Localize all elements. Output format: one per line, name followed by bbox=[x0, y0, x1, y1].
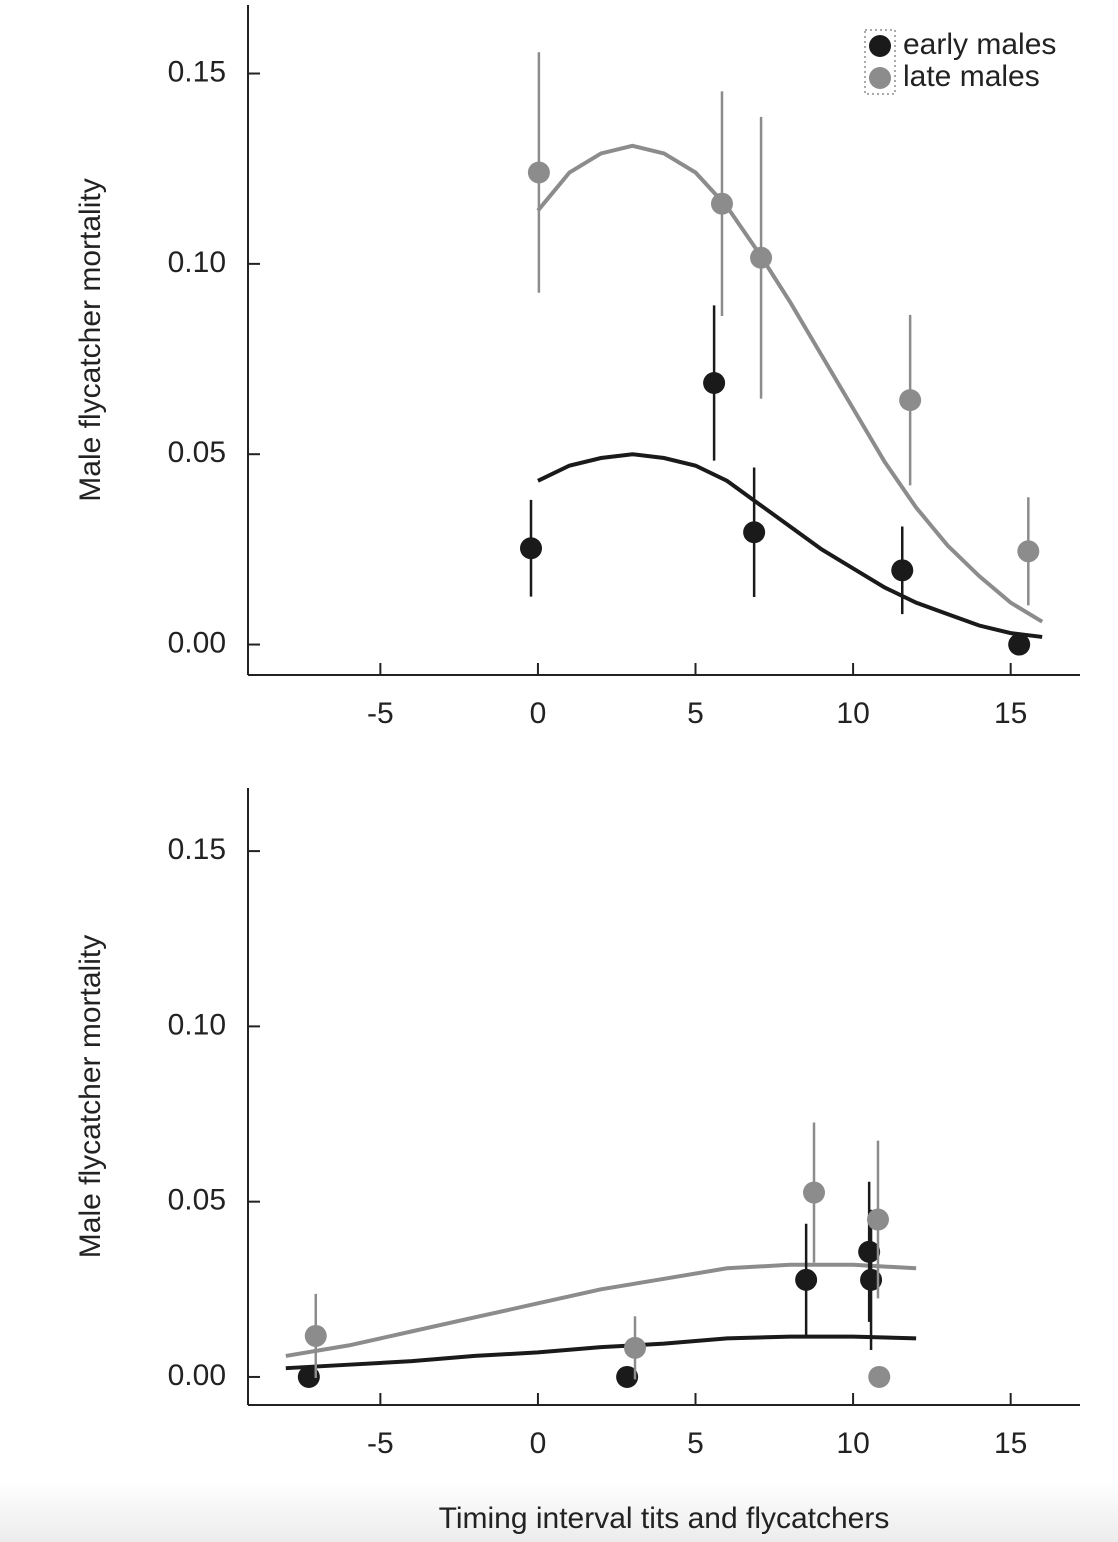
x-tick-label: 10 bbox=[836, 1427, 869, 1460]
data-point bbox=[527, 161, 550, 184]
data-point bbox=[750, 246, 773, 269]
y-tick-label: 0.00 bbox=[168, 626, 226, 659]
legend-marker bbox=[869, 67, 891, 89]
x-tick-label: 5 bbox=[687, 697, 704, 730]
data-point bbox=[891, 559, 914, 582]
x-tick-label: 5 bbox=[687, 1427, 704, 1460]
data-point bbox=[304, 1324, 327, 1347]
data-point bbox=[616, 1365, 639, 1388]
fit-line bbox=[285, 1262, 917, 1358]
x-tick-label: 10 bbox=[836, 697, 869, 730]
bottom-fade bbox=[0, 1480, 1118, 1542]
data-point bbox=[899, 389, 922, 412]
data-point bbox=[795, 1268, 818, 1291]
data-point bbox=[1017, 540, 1040, 563]
y-tick-label: 0.10 bbox=[168, 246, 226, 279]
data-point bbox=[710, 192, 733, 215]
fit-line bbox=[285, 1334, 917, 1371]
x-tick-label: 0 bbox=[530, 697, 547, 730]
x-tick-label: -5 bbox=[367, 697, 394, 730]
y-tick-label: 0.15 bbox=[168, 833, 226, 866]
legend-label: late males bbox=[903, 60, 1040, 93]
legend-marker bbox=[869, 35, 891, 57]
x-axis-label: Timing interval tits and flycatchers bbox=[439, 1502, 890, 1535]
x-tick-label: -5 bbox=[367, 1427, 394, 1460]
data-point bbox=[868, 1365, 891, 1388]
y-tick-label: 0.05 bbox=[168, 436, 226, 469]
legend-frame bbox=[864, 29, 896, 95]
data-point bbox=[803, 1181, 826, 1204]
data-point bbox=[858, 1240, 881, 1263]
y-tick-label: 0.05 bbox=[168, 1184, 226, 1217]
x-tick-label: 0 bbox=[530, 1427, 547, 1460]
data-point bbox=[860, 1268, 883, 1291]
data-point bbox=[520, 537, 543, 560]
data-point bbox=[624, 1336, 647, 1359]
data-point bbox=[866, 1208, 889, 1231]
data-point bbox=[743, 521, 766, 544]
x-tick-label: 15 bbox=[994, 1427, 1027, 1460]
y-axis-label: Male flycatcher mortality bbox=[74, 935, 107, 1258]
data-point bbox=[1008, 633, 1031, 656]
data-point bbox=[703, 372, 726, 395]
y-tick-label: 0.15 bbox=[168, 55, 226, 88]
y-tick-label: 0.00 bbox=[168, 1359, 226, 1392]
data-point bbox=[297, 1365, 320, 1388]
fit-line bbox=[537, 452, 1043, 639]
y-tick-label: 0.10 bbox=[168, 1008, 226, 1041]
x-tick-label: 15 bbox=[994, 697, 1027, 730]
y-axis-label: Male flycatcher mortality bbox=[74, 178, 107, 501]
fit-line bbox=[536, 143, 1044, 624]
legend-label: early males bbox=[903, 28, 1056, 61]
